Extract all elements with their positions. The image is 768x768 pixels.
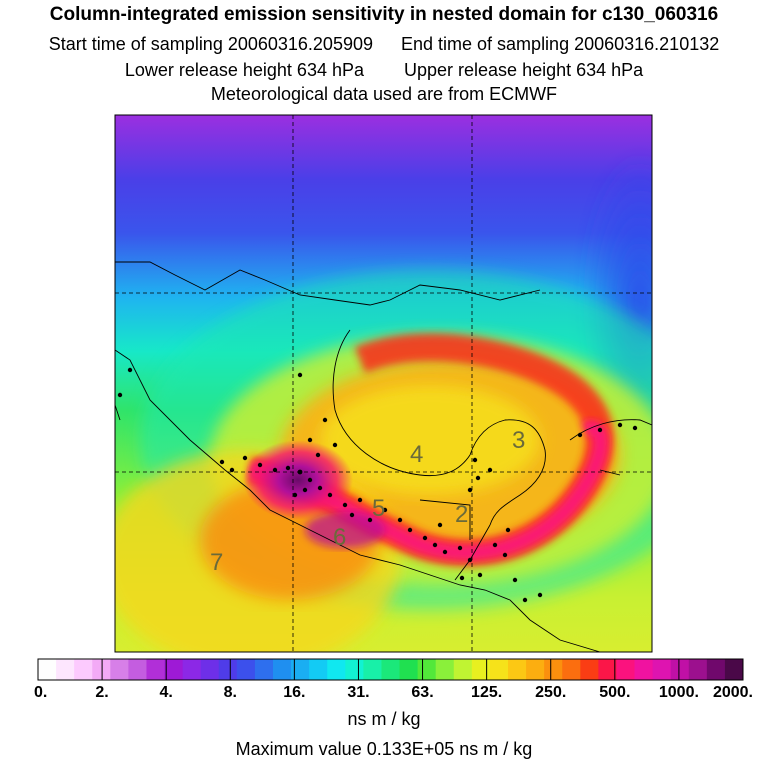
colorbar-tick-label: 8. [223,684,237,701]
start-time-label: Start time of sampling 20060316.205909 [48,34,373,54]
colorbar-swatch [724,659,744,680]
colorbar-swatch [56,659,75,680]
colorbar [37,658,744,681]
map-frame [114,114,653,653]
colorbar-swatch [254,659,274,680]
colorbar-swatch [381,659,401,680]
colorbar-swatch [182,659,202,680]
colorbar-swatch [435,659,455,680]
sampling-times: Start time of sampling 20060316.205909 En… [0,34,768,55]
region-labels: 3 4 5 2 6 7 [210,427,525,576]
region-label-5: 5 [372,495,385,522]
colorbar-swatch [688,659,708,680]
colorbar-swatch [200,659,220,680]
colorbar-tick-label: 31. [347,684,370,701]
colorbar-swatch [634,659,654,680]
colorbar-swatch [544,659,563,680]
region-label-2: 2 [455,501,468,528]
colorbar-swatch [74,659,93,680]
colorbar-tick-label: 63. [411,684,434,701]
colorbar-tick-label: 16. [283,684,306,701]
colorbar-swatch [580,659,599,680]
colorbar-swatch [562,659,581,680]
colorbar-swatch [345,659,364,680]
colorbar-swatch [616,659,636,680]
region-label-6: 6 [333,524,346,551]
colorbar-swatch [526,659,545,680]
end-time-label: End time of sampling 20060316.210132 [401,34,720,54]
colorbar-swatch [110,659,129,680]
colorbar-tick-label: 0. [33,684,48,701]
colorbar-swatch [652,659,672,680]
colorbar-tick-label: 125. [471,684,503,701]
colorbar-swatch [218,659,238,680]
colorbar-swatch [236,659,256,680]
colorbar-swatch [706,659,726,680]
colorbar-swatch [417,659,437,680]
colorbar-swatch [489,659,509,680]
colorbar-swatch [92,659,111,680]
colorbar-swatch [471,659,491,680]
region-label-7: 7 [210,549,223,576]
colorbar-swatch [327,659,346,680]
colorbar-tick-label: 4. [159,684,173,701]
colorbar-swatch [309,659,328,680]
colorbar-tick-label: 2. [95,684,109,701]
colorbar-swatch [146,659,166,680]
coastlines [115,261,652,652]
colorbar-swatch [670,659,690,680]
colorbar-frame [37,658,744,681]
colorbar-swatch [38,659,57,680]
upper-release-label: Upper release height 634 hPa [404,60,644,80]
release-heights: Lower release height 634 hPa Upper releas… [0,60,768,81]
colorbar-swatch [164,659,184,680]
colorbar-swatch [128,659,147,680]
maximum-value-label: Maximum value 0.133E+05 ns m / kg [235,739,533,759]
colorbar-tick-label: 2000. [712,684,754,701]
plot-title: Column-integrated emission sensitivity i… [49,4,719,25]
colorbar-swatch [291,659,310,680]
colorbar-swatch [598,659,617,680]
colorbar-tick-label: 500. [599,684,631,701]
lower-release-label: Lower release height 634 hPa [124,60,364,80]
region-label-3: 3 [512,427,525,454]
colorbar-swatch [453,659,473,680]
colorbar-tick-label: 1000. [658,684,699,701]
colorbar-swatch [363,659,382,680]
meteorological-data-label: Meteorological data used are from ECMWF [210,84,558,104]
colorbar-swatch [273,659,292,680]
region-label-4: 4 [410,441,423,468]
colorbar-swatch [508,659,527,680]
colorbar-units-label: ns m / kg [347,709,421,729]
colorbar-swatch [399,659,419,680]
sensitivity-field [115,115,652,652]
station-dots [117,367,638,603]
colorbar-tick-label: 250. [535,684,567,701]
gridlines [115,115,652,652]
